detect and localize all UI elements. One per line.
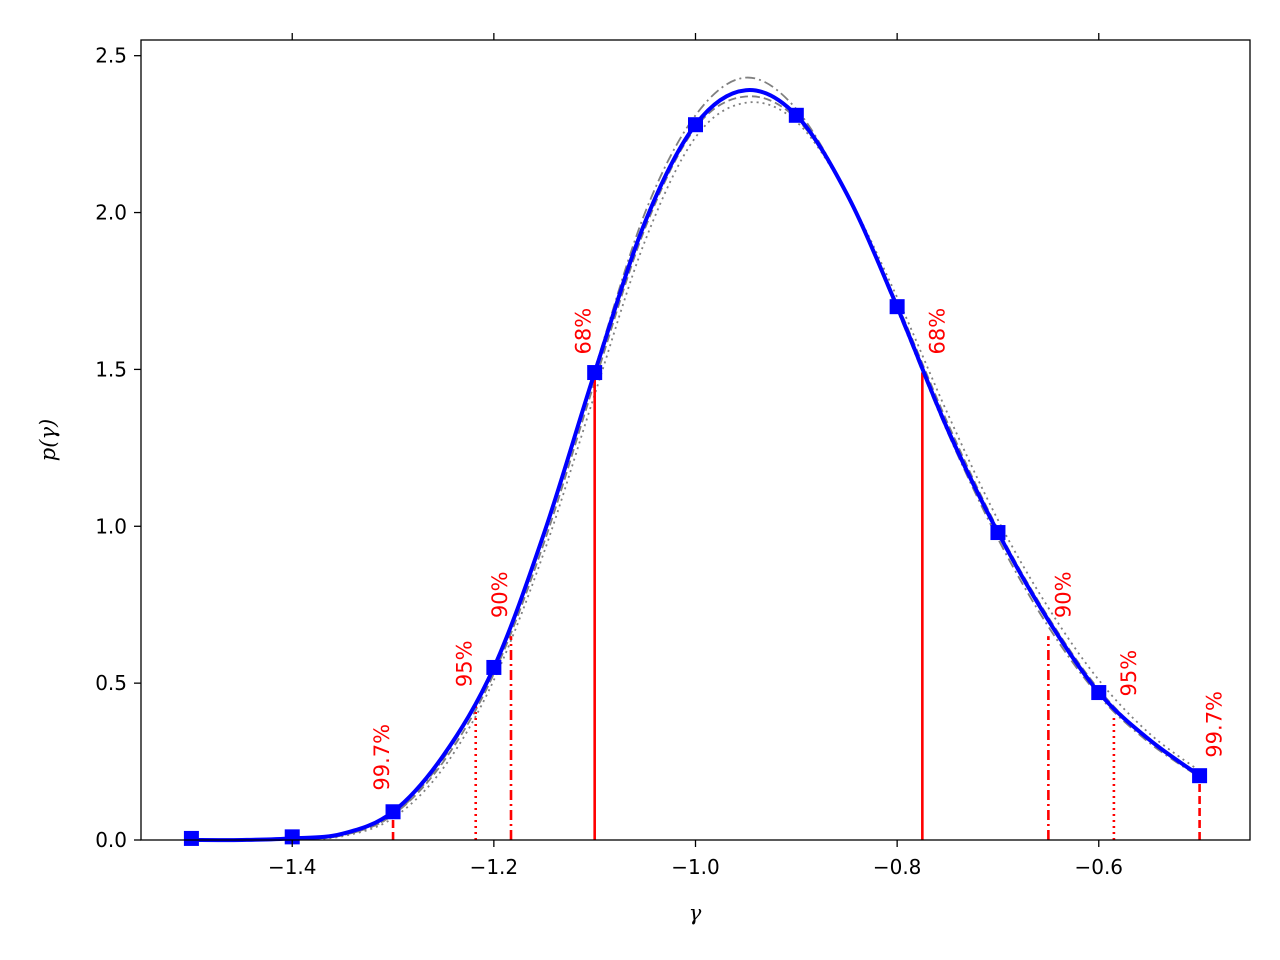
interval-label-1: 68%: [925, 308, 949, 355]
x-tick-label: −0.6: [1074, 855, 1123, 879]
data-point-marker: [183, 830, 199, 846]
y-tick-label: 2.5: [95, 44, 127, 68]
y-tick-label: 1.5: [95, 357, 127, 381]
x-axis-label: γ: [689, 901, 702, 925]
x-tick-label: −1.0: [671, 855, 720, 879]
y-tick-label: 0.0: [95, 828, 127, 852]
interval-label-7: 99.7%: [1203, 691, 1227, 758]
x-tick-label: −1.2: [470, 855, 519, 879]
interval-label-0: 68%: [572, 308, 596, 355]
interval-lines: [391, 372, 1201, 840]
data-points: [183, 107, 1208, 846]
density-curve-layer: [191, 88, 1201, 843]
x-tick-label: −0.8: [873, 855, 922, 879]
reference-curve-dashed: [191, 95, 1201, 841]
interval-label-4: 95%: [453, 640, 477, 687]
y-axis-label: p(γ): [36, 419, 60, 461]
y-tick-label: 0.5: [95, 671, 127, 695]
interval-label-5: 95%: [1117, 650, 1141, 697]
data-point-marker: [1192, 768, 1208, 784]
data-point-marker: [1091, 685, 1107, 701]
interval-labels: 68% 68% 90% 90% 95% 95% 99.7% 99.7%: [370, 308, 1227, 791]
data-point-marker: [788, 107, 804, 123]
plot-frame: [140, 39, 1251, 841]
data-point-marker: [385, 804, 401, 820]
density-curve: [191, 88, 1201, 843]
reference-curve-dotted: [191, 101, 1201, 841]
data-point-marker: [889, 299, 905, 315]
x-tick-label: −1.4: [268, 855, 317, 879]
data-point-marker: [587, 365, 603, 381]
data-point-marker: [990, 525, 1006, 541]
data-point-marker: [688, 117, 703, 133]
interval-label-6: 99.7%: [370, 724, 394, 791]
data-point-marker: [486, 659, 502, 675]
interval-label-2: 90%: [488, 571, 512, 618]
y-tick-label: 2.0: [95, 201, 127, 225]
axes: −1.4 −1.2 −1.0 −0.8 −0.6 0.0 0.5 1.0 1.5 2.0 2.5: [95, 33, 1123, 879]
interval-label-3: 90%: [1051, 571, 1075, 618]
y-tick-label: 1.0: [95, 514, 127, 538]
